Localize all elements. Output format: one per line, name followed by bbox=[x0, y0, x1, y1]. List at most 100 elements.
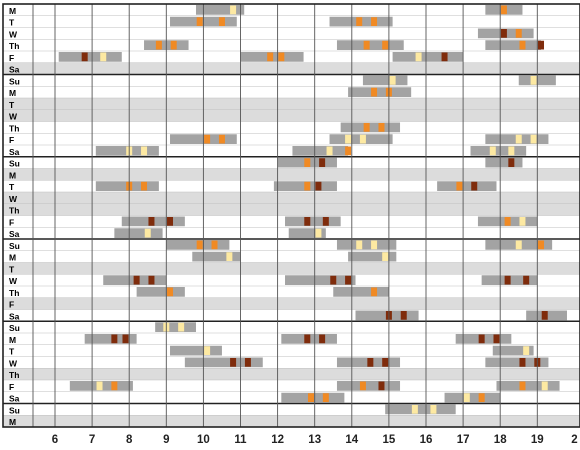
day-label: Th bbox=[9, 206, 19, 216]
x-tick-label: 10 bbox=[197, 434, 210, 446]
row-background bbox=[3, 321, 580, 333]
row-background bbox=[3, 98, 580, 110]
event-mark bbox=[345, 134, 352, 144]
activity-bar bbox=[492, 345, 534, 356]
row-background bbox=[3, 192, 580, 204]
event-mark bbox=[363, 123, 370, 132]
activity-bar bbox=[292, 146, 349, 156]
event-mark bbox=[541, 311, 548, 320]
day-label: F bbox=[9, 135, 14, 145]
event-mark bbox=[478, 334, 485, 344]
activity-bar bbox=[192, 251, 241, 262]
day-label: Su bbox=[9, 159, 20, 169]
day-label: M bbox=[9, 88, 16, 98]
day-label: W bbox=[9, 358, 18, 368]
day-label: Sa bbox=[9, 229, 20, 239]
event-mark bbox=[415, 52, 422, 62]
day-label: W bbox=[9, 276, 18, 286]
event-mark bbox=[196, 240, 203, 250]
event-mark bbox=[400, 311, 407, 320]
x-tick-label: 8 bbox=[126, 434, 133, 446]
day-label: Sa bbox=[9, 147, 20, 157]
event-mark bbox=[111, 381, 118, 391]
event-mark bbox=[204, 346, 211, 355]
activity-bar bbox=[470, 146, 527, 156]
event-mark bbox=[530, 134, 537, 144]
event-mark bbox=[322, 217, 329, 226]
event-mark bbox=[100, 52, 107, 62]
event-mark bbox=[371, 287, 378, 297]
day-label: W bbox=[9, 194, 18, 204]
row-background bbox=[3, 109, 580, 122]
day-labels: MTWThFSaSuMTWThFSaSuMTWThFSaSuMTWThFSaSu… bbox=[9, 6, 20, 427]
event-mark bbox=[371, 240, 378, 250]
activity-bar bbox=[348, 251, 397, 262]
event-mark bbox=[363, 40, 370, 50]
event-mark bbox=[530, 76, 537, 85]
event-mark bbox=[430, 405, 437, 414]
day-label: M bbox=[9, 417, 16, 427]
event-mark bbox=[230, 358, 237, 367]
x-tick-label: 13 bbox=[308, 434, 321, 446]
day-label: Sa bbox=[9, 394, 20, 404]
row-background bbox=[3, 4, 580, 16]
row-background bbox=[3, 368, 580, 380]
activity-bar bbox=[444, 392, 501, 403]
row-background bbox=[3, 27, 580, 40]
row-background bbox=[3, 309, 580, 322]
day-label: T bbox=[9, 347, 15, 357]
day-label: Th bbox=[9, 123, 19, 133]
row-background bbox=[3, 62, 580, 75]
day-label: T bbox=[9, 18, 15, 28]
event-mark bbox=[278, 52, 285, 62]
day-label: M bbox=[9, 335, 16, 345]
event-mark bbox=[111, 334, 118, 344]
event-mark bbox=[371, 17, 378, 26]
event-mark bbox=[463, 393, 470, 402]
activity-bar bbox=[195, 5, 245, 15]
event-mark bbox=[218, 134, 225, 144]
activity-bar bbox=[136, 287, 185, 297]
row-background bbox=[3, 39, 580, 51]
x-tick-label: 18 bbox=[494, 434, 507, 446]
event-mark bbox=[319, 158, 326, 167]
day-label: Th bbox=[9, 41, 19, 51]
event-mark bbox=[382, 40, 389, 50]
event-mark bbox=[523, 346, 530, 355]
event-mark bbox=[211, 240, 218, 250]
event-mark bbox=[345, 146, 352, 156]
day-label: F bbox=[9, 382, 14, 392]
x-tick-label: 2 bbox=[571, 434, 577, 446]
activity-bar bbox=[336, 40, 404, 50]
event-mark bbox=[504, 275, 511, 285]
event-mark bbox=[345, 275, 352, 285]
x-tick-label: 15 bbox=[383, 434, 396, 446]
event-mark bbox=[144, 228, 151, 238]
plot-frame bbox=[2, 3, 580, 428]
event-mark bbox=[170, 40, 177, 50]
event-mark bbox=[315, 181, 322, 191]
event-mark bbox=[515, 29, 522, 38]
event-mark bbox=[304, 181, 311, 191]
x-tick-label: 14 bbox=[345, 434, 358, 446]
event-mark bbox=[230, 5, 237, 15]
x-tick-label: 12 bbox=[271, 434, 284, 446]
row-background bbox=[3, 133, 580, 145]
event-mark bbox=[226, 252, 233, 261]
event-mark bbox=[167, 217, 174, 226]
activity-bar bbox=[285, 275, 356, 285]
event-mark bbox=[519, 40, 526, 50]
row-background bbox=[3, 403, 580, 416]
event-mark bbox=[367, 358, 374, 367]
day-label: M bbox=[9, 6, 16, 16]
event-mark bbox=[319, 334, 326, 344]
activity-bar bbox=[348, 87, 412, 97]
event-mark bbox=[359, 134, 366, 144]
event-mark bbox=[500, 5, 507, 15]
event-mark bbox=[478, 393, 485, 402]
event-mark bbox=[81, 52, 88, 62]
activity-bar bbox=[58, 52, 122, 62]
event-mark bbox=[178, 322, 185, 332]
row-background bbox=[3, 239, 580, 251]
event-mark bbox=[508, 158, 515, 167]
